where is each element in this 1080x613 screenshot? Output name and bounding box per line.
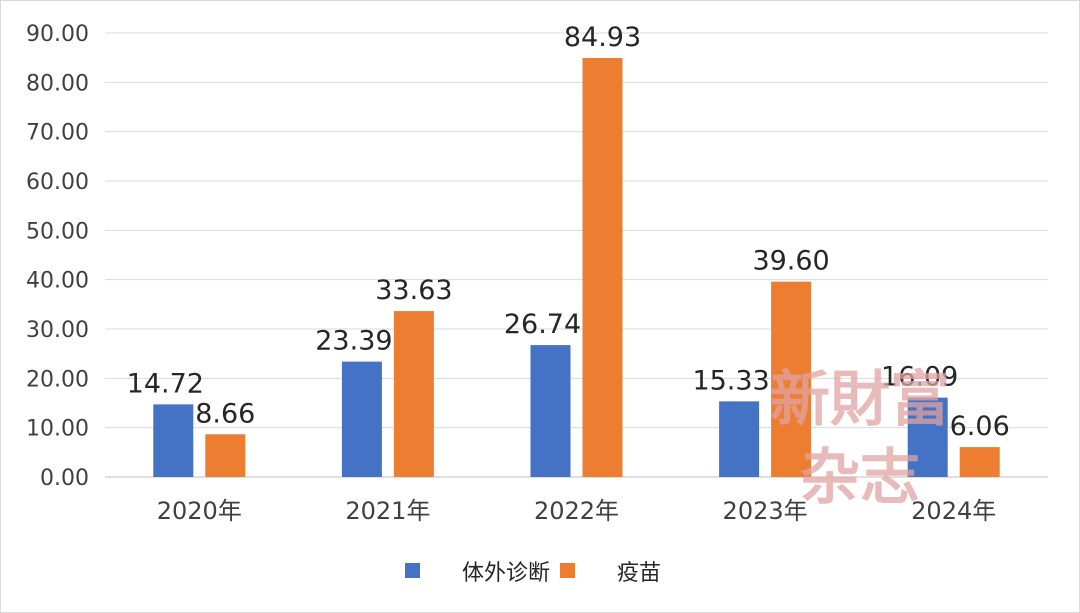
x-tick-label: 2020年: [157, 497, 242, 525]
gridlines: [105, 32, 1048, 478]
bar-diagnostics: [907, 397, 948, 477]
y-tick-label: 60.00: [26, 170, 89, 195]
data-label: 16.09: [881, 362, 958, 393]
x-tick-label: 2022年: [534, 497, 619, 525]
x-tick-label: 2024年: [911, 497, 996, 525]
watermark-line1: 新財富: [770, 365, 950, 435]
bar-vaccine: [205, 434, 246, 477]
y-tick-label: 10.00: [26, 417, 89, 442]
bars: [153, 58, 1000, 478]
y-tick-label: 90.00: [26, 22, 89, 47]
bar-diagnostics: [341, 361, 382, 477]
y-tick-label: 80.00: [26, 71, 89, 96]
y-tick-label: 70.00: [26, 121, 89, 146]
data-label: 39.60: [752, 246, 829, 277]
bar-vaccine: [959, 447, 1000, 477]
data-label: 26.74: [504, 309, 581, 340]
bar-vaccine: [582, 58, 623, 478]
data-label: 15.33: [692, 365, 769, 396]
y-tick-label: 30.00: [26, 318, 89, 343]
bar-vaccine: [393, 311, 434, 477]
bar-vaccine: [771, 281, 812, 477]
bar-diagnostics: [530, 345, 571, 477]
data-label: 8.66: [195, 398, 255, 429]
data-labels: 14.728.66 23.39 33.63 26.74 84.93 15.33 39.60 1…: [127, 22, 1010, 442]
y-tick-label: 0.00: [40, 466, 89, 491]
bar-diagnostics: [153, 404, 194, 477]
data-label: 33.63: [375, 275, 452, 306]
watermark: 新財富 杂志: [770, 365, 950, 513]
y-tick-label: 40.00: [26, 269, 89, 294]
legend: 体外诊断 疫苗: [405, 561, 661, 586]
data-label: 6.06: [950, 411, 1010, 442]
data-label: 84.93: [564, 22, 641, 53]
x-axis: 2020年 2021年 2022年 2023年 2024年: [157, 497, 996, 525]
x-tick-label: 2021年: [345, 497, 430, 525]
y-axis: 0.00 10.00 20.00 30.00 40.00 50.00 60.00 70.00 8…: [26, 22, 89, 491]
y-tick-label: 20.00: [26, 367, 89, 392]
legend-swatch: [405, 563, 420, 578]
legend-label: 体外诊断: [462, 561, 550, 586]
bar-diagnostics: [719, 401, 760, 477]
data-label: 23.39: [315, 326, 392, 357]
legend-swatch: [560, 563, 575, 578]
x-tick-label: 2023年: [723, 497, 808, 525]
data-label: 14.72: [127, 368, 204, 399]
y-tick-label: 50.00: [26, 219, 89, 244]
legend-label: 疫苗: [617, 561, 661, 586]
watermark-line2: 杂志: [800, 443, 920, 513]
